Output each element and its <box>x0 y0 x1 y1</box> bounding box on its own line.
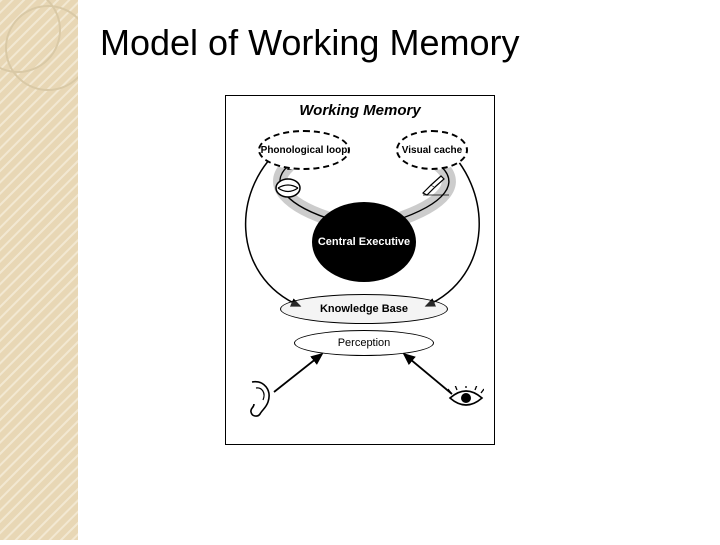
page-title: Model of Working Memory <box>100 22 519 64</box>
node-label: Knowledge Base <box>320 303 408 315</box>
node-phonological-loop: Phonological loop <box>258 130 350 170</box>
node-label: Visual cache <box>402 145 462 156</box>
ear-icon <box>242 378 276 427</box>
node-visual-cache: Visual cache <box>396 130 468 170</box>
slide-decor-strip <box>0 0 78 540</box>
diagram-frame: Working Memory Phonological loop Visual … <box>225 95 495 445</box>
decor-svg <box>0 0 78 540</box>
eye-icon <box>448 386 484 417</box>
node-central-executive: Central Executive <box>312 202 416 282</box>
node-label: Phonological loop <box>261 145 348 156</box>
node-perception: Perception <box>294 330 434 356</box>
node-knowledge-base: Knowledge Base <box>280 294 448 324</box>
hand-writing-icon <box>421 173 451 204</box>
mouth-icon <box>274 174 302 206</box>
node-label: Perception <box>338 337 391 349</box>
node-label: Central Executive <box>318 236 410 248</box>
